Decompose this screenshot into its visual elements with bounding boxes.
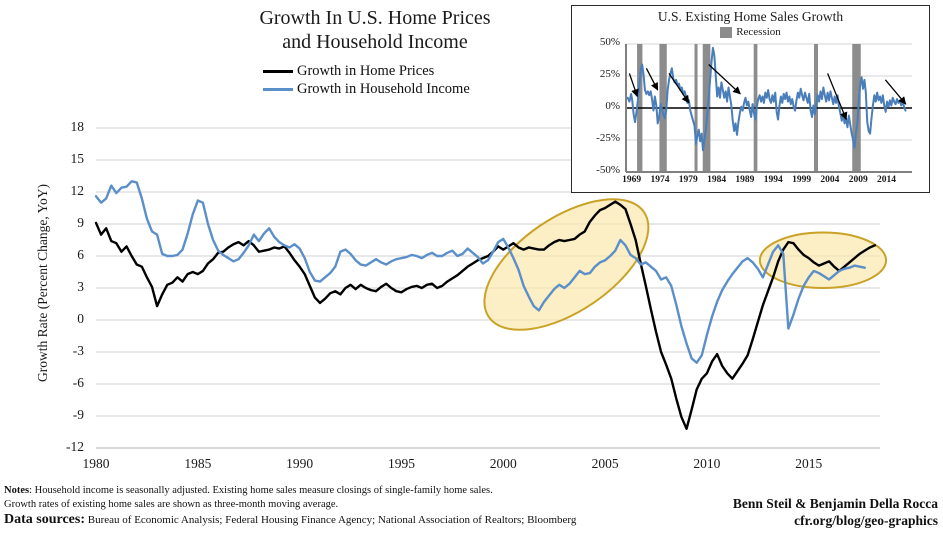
inset-x-tick-label: 1984	[707, 175, 727, 185]
main-chart-legend: Growth in Home Prices Growth in Househol…	[205, 62, 545, 99]
inset-y-tick-label: -50%	[596, 164, 620, 176]
x-tick-label: 2015	[795, 456, 823, 471]
x-tick-label: 1980	[82, 456, 110, 471]
credit-block: Benn Steil & Benjamin Della Rocca cfr.or…	[733, 495, 938, 529]
y-tick-label: 0	[77, 311, 84, 326]
inset-legend: Recession	[572, 26, 929, 38]
x-tick-label: 2000	[489, 456, 517, 471]
sources-block: Data sources: Bureau of Economic Analysi…	[4, 513, 744, 527]
legend-item-home-prices: Growth in Home Prices	[263, 63, 545, 80]
legend-line-swatch-icon	[263, 70, 293, 73]
inset-y-tick-label: 50%	[599, 36, 620, 48]
y-tick-label: 12	[70, 183, 85, 198]
legend-label: Growth in Home Prices	[297, 63, 435, 79]
notes-block: Notes: Household income is seasonally ad…	[4, 484, 704, 511]
y-tick-label: -3	[72, 343, 84, 358]
y-tick-label: 15	[70, 151, 85, 166]
inset-y-tick-label: 0%	[605, 100, 620, 112]
inset-x-tick-label: 1979	[678, 175, 698, 185]
title-line-2: and Household Income	[282, 31, 468, 53]
y-tick-label: -12	[66, 439, 84, 454]
credit-authors: Benn Steil & Benjamin Della Rocca	[732, 496, 938, 511]
y-tick-label: 9	[77, 215, 84, 230]
inset-title: U.S. Existing Home Sales Growth	[657, 9, 844, 24]
inset-x-tick-label: 1974	[650, 175, 670, 185]
x-tick-label: 2010	[693, 456, 721, 471]
y-tick-label: 18	[70, 119, 85, 134]
notes-label: Notes	[4, 485, 30, 496]
legend-label: Growth in Household Income	[297, 81, 470, 97]
credit-site: cfr.org/blog/geo-graphics	[794, 513, 938, 528]
title-line-1: Growth In U.S. Home Prices	[259, 7, 491, 29]
y-tick-label: 3	[77, 279, 84, 294]
y-tick-label: -9	[72, 407, 84, 422]
notes-text-1: : Household income is seasonally adjuste…	[29, 485, 493, 496]
legend-line-swatch-icon	[263, 88, 293, 91]
inset-x-tick-label: 2009	[848, 175, 868, 185]
inset-x-tick-label: 1969	[622, 175, 642, 185]
sources-label: Data sources:	[4, 512, 86, 527]
inset-x-tick-label: 1994	[763, 175, 783, 185]
inset-y-tick-label: 25%	[599, 68, 620, 80]
inset-x-tick-label: 2014	[877, 175, 896, 185]
inset-x-tick-label: 1989	[735, 175, 755, 185]
notes-line-2: Growth rates of existing home sales are …	[4, 498, 339, 510]
y-tick-label: -6	[72, 375, 84, 390]
x-tick-label: 1990	[286, 456, 314, 471]
inset-x-tick-label: 2004	[820, 175, 840, 185]
x-tick-label: 1995	[387, 456, 415, 471]
page-title: Growth In U.S. Home Prices and Household…	[205, 6, 545, 54]
x-tick-label: 2005	[591, 456, 619, 471]
notes-line-1: Notes: Household income is seasonally ad…	[4, 484, 704, 498]
legend-item-household-income: Growth in Household Income	[263, 81, 545, 98]
inset-plot-area	[625, 43, 912, 173]
sources-text: Bureau of Economic Analysis; Federal Hou…	[85, 514, 577, 526]
inset-legend-label: Recession	[736, 26, 781, 38]
x-tick-label: 1985	[184, 456, 212, 471]
inset-chart: U.S. Existing Home Sales Growth Recessio…	[571, 5, 930, 193]
y-tick-label: 6	[77, 247, 84, 262]
recession-swatch-icon	[720, 26, 733, 38]
inset-x-tick-label: 1999	[792, 175, 812, 185]
inset-y-tick-label: -25%	[596, 132, 620, 144]
